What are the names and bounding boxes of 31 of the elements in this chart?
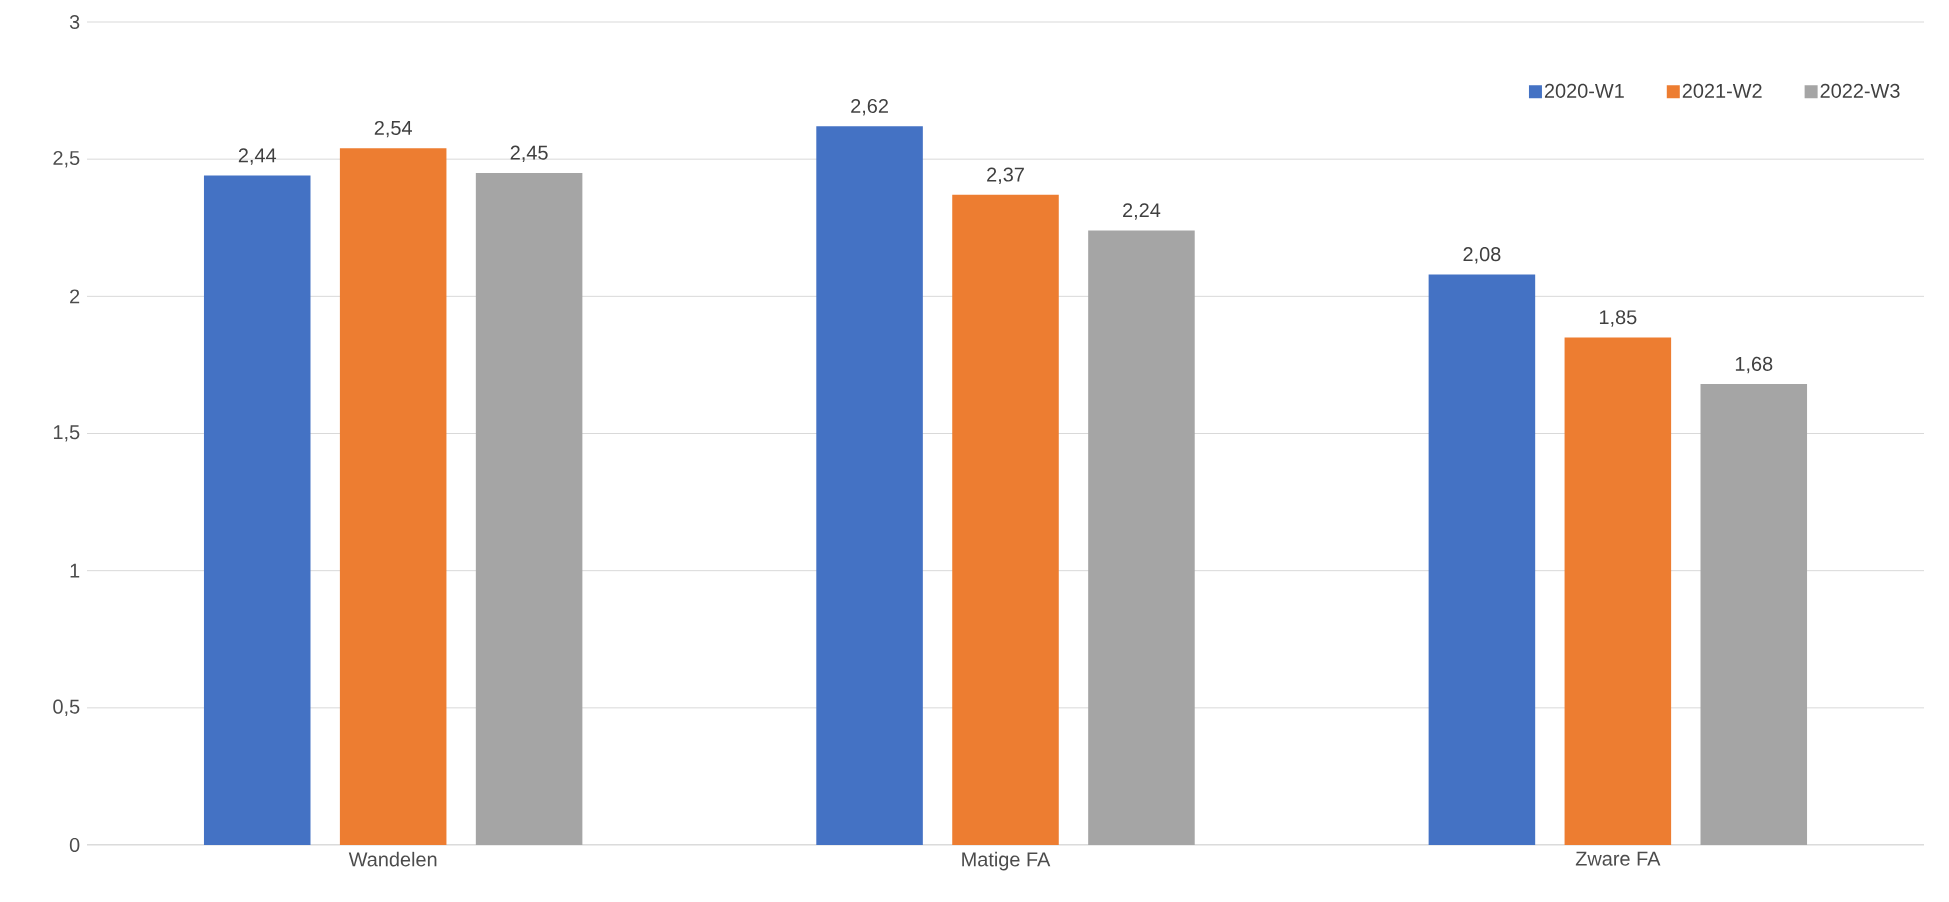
- bar: [952, 194, 1059, 845]
- y-tick-label: 0,5: [53, 699, 80, 717]
- data-label: 2,62: [851, 98, 888, 116]
- y-tick-label: 1: [70, 563, 80, 578]
- bar: [339, 148, 447, 845]
- bar: [1700, 384, 1808, 845]
- data-label: 2,37: [987, 167, 1024, 184]
- y-tick-label: 1,5: [53, 425, 80, 442]
- data-label: 1,68: [1735, 356, 1773, 374]
- data-label: 2,44: [238, 148, 277, 165]
- data-label: 2,54: [374, 120, 412, 138]
- legend-label: 2020-W1: [1544, 83, 1624, 98]
- y-tick-label: 2,5: [53, 150, 80, 168]
- data-label: 2,08: [1463, 247, 1501, 264]
- bar: [203, 175, 311, 845]
- x-tick-label: Zware FA: [1575, 851, 1661, 866]
- legend-label: 2021-W2: [1682, 83, 1762, 98]
- data-label: 2,24: [1123, 203, 1161, 220]
- y-tick-label: 2: [70, 289, 80, 304]
- x-tick-label: Matige FA: [962, 851, 1051, 871]
- bar: [475, 172, 583, 845]
- y-tick-label: 3: [69, 14, 80, 30]
- data-label: 2,45: [510, 145, 548, 163]
- data-label: 1,85: [1599, 310, 1637, 327]
- x-tick-label: Wandelen: [348, 851, 437, 867]
- bar: [1428, 274, 1536, 845]
- bar: [816, 126, 923, 845]
- legend-label: 2022-W3: [1820, 83, 1900, 98]
- bar: [1564, 337, 1672, 845]
- y-tick-label: 0: [69, 837, 80, 853]
- bar: [1088, 230, 1195, 845]
